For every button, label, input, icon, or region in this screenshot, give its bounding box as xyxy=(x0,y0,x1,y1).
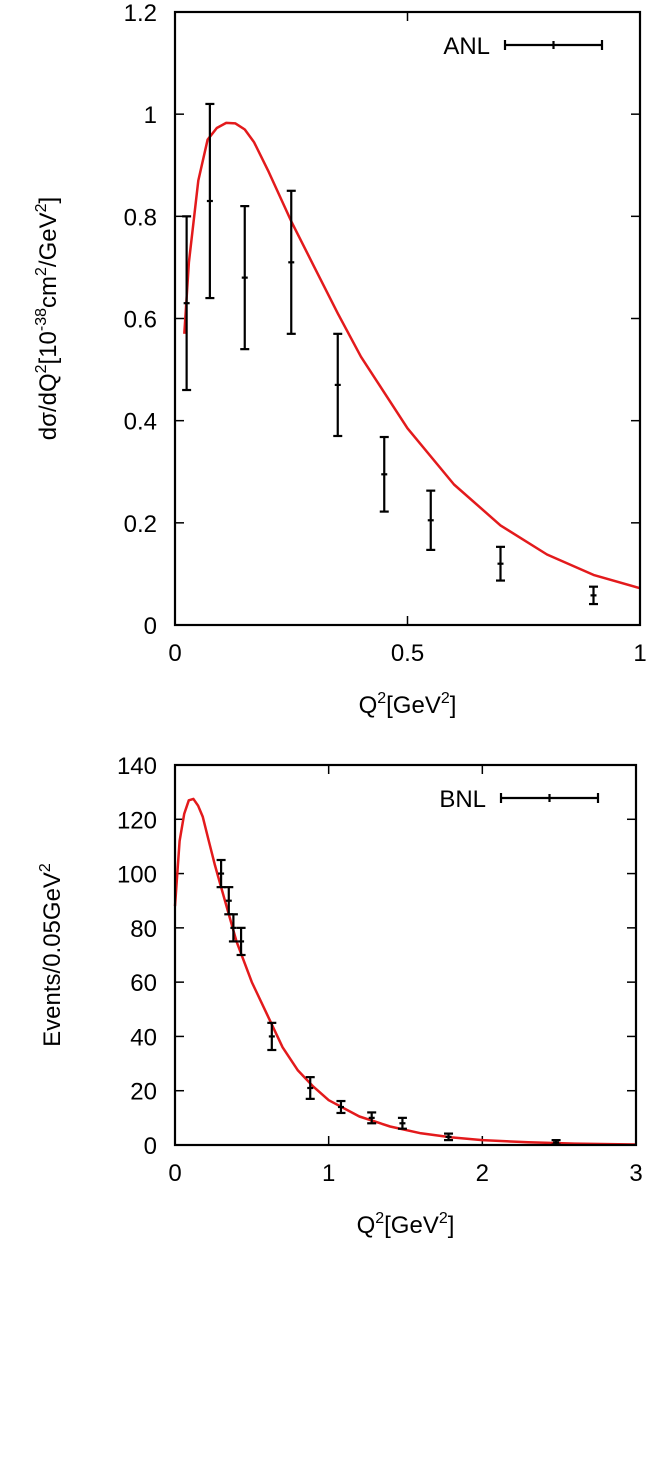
y-tick-label: 120 xyxy=(117,807,157,834)
x-tick-label: 0 xyxy=(168,1160,181,1187)
data-point xyxy=(228,913,238,943)
data-point xyxy=(426,489,436,552)
data-point xyxy=(182,215,192,392)
theory-curve xyxy=(173,797,637,1146)
data-point xyxy=(397,1116,407,1130)
x-tick-label: 3 xyxy=(629,1160,642,1187)
data-point xyxy=(333,332,343,438)
y-tick-label: 0.2 xyxy=(124,511,157,538)
x-tick-label: 1 xyxy=(322,1160,335,1187)
theory-curve xyxy=(183,121,641,590)
legend-label: BNL xyxy=(439,786,486,813)
chart-2: 0 1 2 3 0 20 40 60 80 100 120 140 BNL Q2[GeV2] Events/… xyxy=(37,753,643,1239)
data-point xyxy=(286,189,296,335)
y-tick-label: 1 xyxy=(144,102,157,129)
data-point xyxy=(444,1132,454,1142)
legend-label: ANL xyxy=(443,33,490,60)
y-tick-label: 40 xyxy=(130,1024,157,1051)
data-point xyxy=(236,926,246,957)
data-point xyxy=(589,585,598,606)
y-tick-label: 0.4 xyxy=(124,409,157,436)
y-tick-label: 100 xyxy=(117,862,157,889)
data-point xyxy=(216,858,226,889)
plot-frame xyxy=(173,10,642,627)
x-axis-title: Q2[GeV2] xyxy=(359,690,457,719)
x-tick-label: 0 xyxy=(168,640,181,667)
y-axis-title: Events/0.05GeV2 xyxy=(37,863,66,1047)
y-tick-label: 60 xyxy=(130,970,157,997)
y-tick-label: 140 xyxy=(117,753,157,780)
data-point xyxy=(240,205,250,351)
x-tick-label: 0.5 xyxy=(391,640,424,667)
y-axis-title: dσ/dQ2[10-38cm2/GeV2] xyxy=(33,197,62,440)
plot-frame xyxy=(173,763,638,1147)
data-point xyxy=(205,102,215,300)
y-tick-label: 20 xyxy=(130,1079,157,1106)
data-point xyxy=(267,1021,277,1052)
y-tick-label: 0.8 xyxy=(124,204,157,231)
chart-1: 0 0.5 1 0 0.2 0.4 0.6 0.8 1 1.2 ANL Q2[GeV2] dσ/dQ2[… xyxy=(33,0,647,719)
x-tick-label: 1 xyxy=(633,640,646,667)
data-point xyxy=(496,545,505,582)
y-tick-label: 1.2 xyxy=(124,0,157,27)
data-point xyxy=(379,435,389,513)
y-tick-label: 0 xyxy=(144,613,157,640)
y-tick-label: 0 xyxy=(144,1133,157,1160)
data-point xyxy=(336,1099,346,1115)
x-tick-label: 2 xyxy=(476,1160,489,1187)
x-axis-title: Q2[GeV2] xyxy=(357,1210,455,1239)
data-point xyxy=(305,1076,315,1100)
y-tick-label: 80 xyxy=(130,916,157,943)
data-point xyxy=(367,1111,377,1125)
y-tick-label: 0.6 xyxy=(124,307,157,334)
